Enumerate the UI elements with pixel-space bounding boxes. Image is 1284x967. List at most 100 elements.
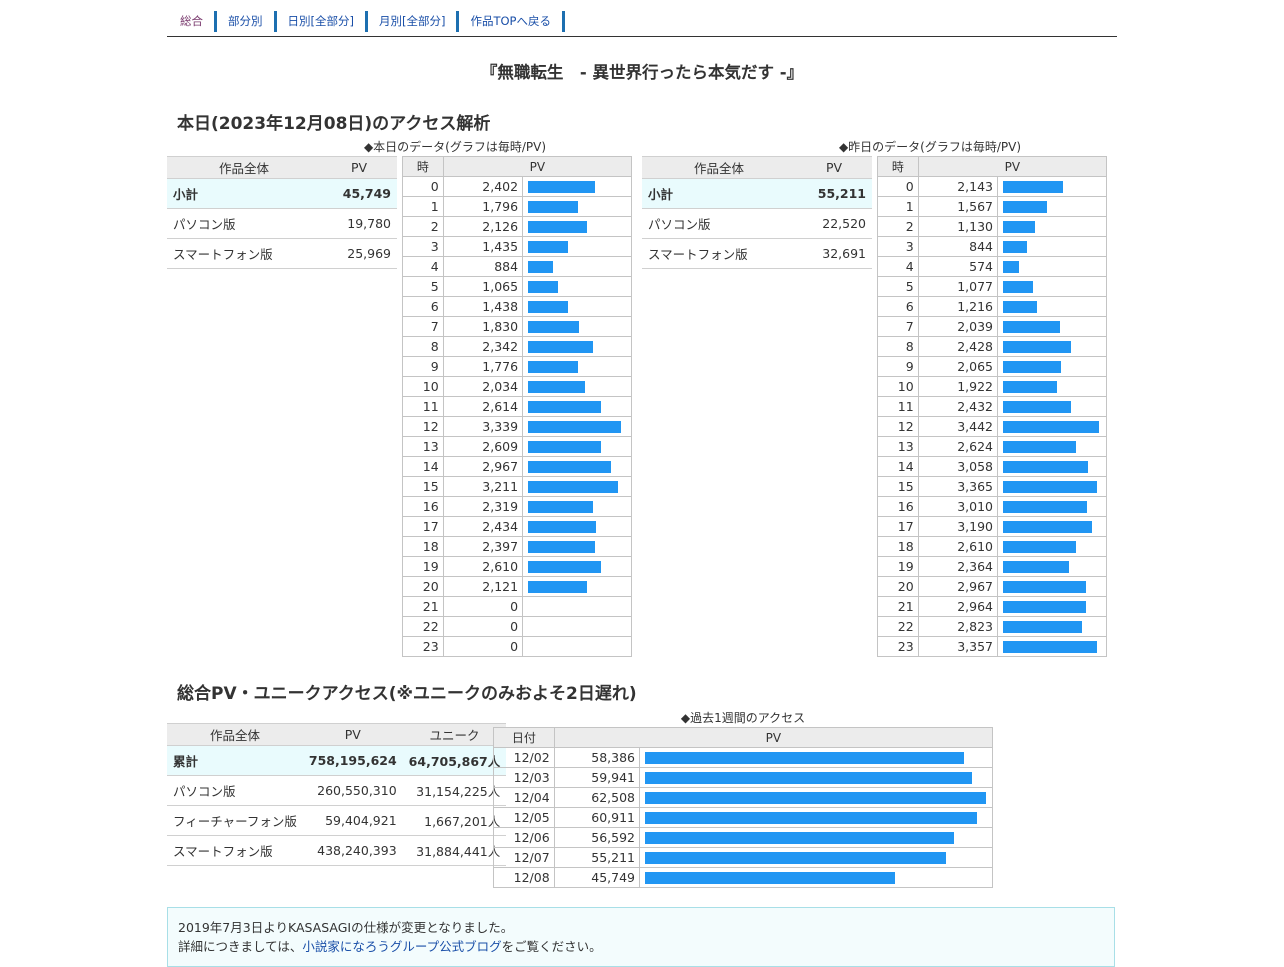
overall-header-unique: ユニーク: [402, 723, 507, 746]
hourly-bar: [1003, 440, 1077, 453]
hour-cell: 6: [877, 296, 919, 317]
week-pv: 59,941: [553, 767, 641, 788]
hourly-bar: [1003, 480, 1098, 493]
hour-cell: 0: [877, 176, 919, 197]
hourly-bar: [528, 240, 569, 253]
overall-row: パソコン版 260,550,310 31,154,225人: [167, 775, 507, 806]
summary-pv: 55,211: [796, 178, 872, 209]
hourly-bar-cell: [522, 556, 632, 577]
week-pv: 55,211: [553, 847, 641, 868]
hourly-bar: [1003, 460, 1089, 473]
nav-link[interactable]: 月別[全部分]: [378, 14, 446, 28]
hourly-row: 20 2,967: [877, 576, 1107, 597]
overall-row: スマートフォン版 438,240,393 31,884,441人: [167, 835, 507, 866]
summary-header-label: 作品全体: [642, 156, 796, 179]
nav-link[interactable]: 日別[全部分]: [287, 14, 354, 28]
week-date: 12/02: [493, 747, 555, 768]
hourly-bar: [1003, 360, 1062, 373]
hourly-row: 2 1,130: [877, 216, 1107, 237]
week-pv: 56,592: [553, 827, 641, 848]
hourly-pv: 3,339: [442, 416, 524, 437]
hourly-bar-cell: [522, 516, 632, 537]
hourly-bar-cell: [997, 376, 1107, 397]
summary-label: 小計: [642, 178, 796, 209]
hourly-pv: 2,614: [442, 396, 524, 417]
hourly-pv: 0: [442, 596, 524, 617]
hourly-row: 15 3,365: [877, 476, 1107, 497]
hourly-bar-cell: [997, 496, 1107, 517]
hourly-pv: 0: [442, 616, 524, 637]
hourly-pv: 2,121: [442, 576, 524, 597]
hour-cell: 10: [877, 376, 919, 397]
hour-cell: 21: [402, 596, 444, 617]
overall-pv: 59,404,921: [302, 805, 403, 836]
hourly-pv: 2,034: [442, 376, 524, 397]
week-bar-cell: [639, 767, 993, 788]
hourly-bar-cell: [997, 436, 1107, 457]
hourly-bar: [1003, 240, 1028, 253]
hourly-bar: [1003, 200, 1048, 213]
hourly-pv: 1,438: [442, 296, 524, 317]
hour-cell: 1: [877, 196, 919, 217]
nav-link[interactable]: 総合: [180, 14, 203, 28]
hour-cell: 11: [877, 396, 919, 417]
hourly-bar: [1003, 340, 1072, 353]
hourly-bar-cell: [522, 376, 632, 397]
hourly-pv: 1,216: [917, 296, 999, 317]
hourly-row: 8 2,428: [877, 336, 1107, 357]
hourly-row: 18 2,397: [402, 536, 632, 557]
overall-header-pv: PV: [302, 723, 403, 746]
hourly-bar: [528, 220, 588, 233]
hourly-pv: 844: [917, 236, 999, 257]
hour-cell: 0: [402, 176, 444, 197]
hour-cell: 4: [402, 256, 444, 277]
hour-cell: 16: [402, 496, 444, 517]
hourly-bar: [1003, 400, 1072, 413]
novel-title: 『無職転生 - 異世界行ったら本気だす -』: [480, 63, 804, 82]
nav-link[interactable]: 部分別: [228, 14, 263, 28]
today-section-title: 本日(2023年12月08日)のアクセス解析: [177, 114, 491, 134]
hour-cell: 18: [402, 536, 444, 557]
hour-cell: 13: [402, 436, 444, 457]
summary-row: 小計 45,749: [167, 178, 397, 209]
hourly-pv: 1,922: [917, 376, 999, 397]
hourly-bar: [1003, 280, 1034, 293]
week-row: 12/03 59,941: [493, 767, 993, 788]
hourly-pv: 3,190: [917, 516, 999, 537]
week-bar-cell: [639, 747, 993, 768]
hourly-pv: 2,039: [917, 316, 999, 337]
nav-item: 日別[全部分]: [277, 11, 368, 32]
hourly-bar: [528, 260, 554, 273]
hourly-bar-cell: [997, 236, 1107, 257]
hourly-row: 7 1,830: [402, 316, 632, 337]
week-bar: [645, 811, 977, 824]
hourly-pv: 884: [442, 256, 524, 277]
week-pv: 60,911: [553, 807, 641, 828]
hourly-bar: [528, 380, 586, 393]
summary-pv: 32,691: [796, 238, 872, 269]
week-caption: ◆過去1週間のアクセス: [680, 711, 806, 725]
hourly-row: 21 0: [402, 596, 632, 617]
hour-cell: 9: [877, 356, 919, 377]
week-bar: [645, 851, 946, 864]
summary-row: 小計 55,211: [642, 178, 872, 209]
hourly-bar: [1003, 620, 1083, 633]
hourly-pv: 3,058: [917, 456, 999, 477]
summary-header-pv: PV: [321, 156, 397, 179]
hour-cell: 20: [877, 576, 919, 597]
hourly-bar: [1003, 220, 1036, 233]
official-blog-link[interactable]: 小説家になろうグループ公式ブログ: [302, 939, 502, 954]
hour-cell: 5: [877, 276, 919, 297]
nav-item: 総合: [174, 11, 217, 32]
nav-item: 月別[全部分]: [368, 11, 460, 32]
notice-line-1: 2019年7月3日よりKASASAGIの仕様が変更となりました。: [178, 920, 514, 935]
hourly-bar-cell: [997, 456, 1107, 477]
hourly-bar-cell: [997, 536, 1107, 557]
hourly-bar: [1003, 580, 1087, 593]
overall-label: 累計: [167, 745, 303, 776]
hourly-row: 19 2,610: [402, 556, 632, 577]
nav-link[interactable]: 作品TOPへ戻る: [470, 14, 551, 28]
hourly-pv: 2,610: [442, 556, 524, 577]
hourly-pv: 574: [917, 256, 999, 277]
hourly-row: 12 3,339: [402, 416, 632, 437]
